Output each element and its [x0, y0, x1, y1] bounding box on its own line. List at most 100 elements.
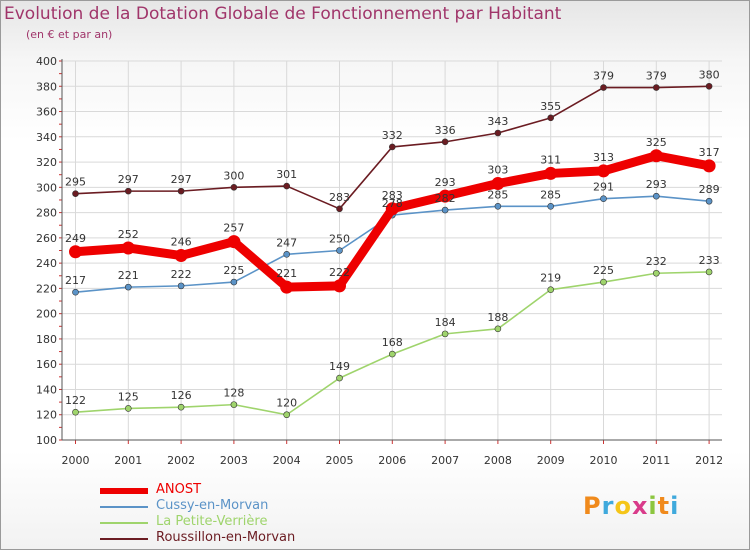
logo-letter: r: [601, 492, 615, 520]
data-label-cussy-en-morvan: 293: [646, 178, 667, 191]
x-tick-label: 2009: [537, 454, 565, 467]
data-point-anost: [649, 149, 663, 163]
data-label-cussy-en-morvan: 282: [435, 192, 456, 205]
data-point-cussy-en-morvan: [336, 247, 343, 254]
data-point-anost: [544, 166, 558, 180]
x-tick-label: 2012: [695, 454, 723, 467]
data-point-roussillon-en-morvan: [336, 205, 343, 213]
x-tick-label: 2005: [326, 454, 354, 467]
data-label-la-petite-verriere: 184: [435, 316, 456, 329]
data-label-anost: 313: [593, 151, 614, 164]
data-point-anost: [385, 202, 399, 216]
y-tick-label: 260: [36, 232, 57, 245]
data-point-cussy-en-morvan: [125, 283, 132, 291]
logo-letter: x: [631, 492, 649, 520]
data-label-la-petite-verriere: 232: [646, 255, 667, 268]
y-tick-label: 400: [36, 55, 57, 68]
legend-label: ANOST: [156, 482, 202, 497]
data-point-roussillon-en-morvan: [600, 84, 607, 91]
proxiti-logo: Proxiti: [583, 492, 679, 520]
x-tick-label: 2004: [273, 454, 301, 467]
data-label-la-petite-verriere: 188: [487, 311, 508, 324]
logo-letter: P: [583, 492, 602, 520]
data-point-la-petite-verriere: [336, 374, 343, 382]
data-label-cussy-en-morvan: 285: [487, 188, 508, 201]
y-tick-label: 360: [36, 106, 57, 119]
data-label-la-petite-verriere: 126: [171, 389, 192, 402]
data-label-anost: 311: [540, 153, 561, 166]
data-label-anost: 246: [171, 236, 192, 249]
data-point-la-petite-verriere: [125, 405, 132, 412]
data-label-la-petite-verriere: 122: [65, 394, 86, 407]
y-tick-label: 300: [36, 181, 57, 194]
x-tick-label: 2008: [484, 454, 512, 467]
y-tick-label: 140: [36, 383, 57, 396]
data-point-cussy-en-morvan: [494, 202, 502, 210]
data-label-anost: 325: [646, 136, 667, 149]
data-point-roussillon-en-morvan: [177, 187, 185, 195]
data-label-anost: 293: [435, 176, 456, 189]
y-tick-label: 220: [36, 282, 57, 295]
x-tick-labels: 2000 2001 2002 2003 2004 2005 2006 2007 2008 2009…: [62, 454, 724, 467]
data-point-cussy-en-morvan: [600, 195, 607, 203]
data-point-cussy-en-morvan: [441, 206, 449, 214]
data-label-roussillon-en-morvan: 297: [171, 173, 192, 186]
data-label-roussillon-en-morvan: 301: [276, 168, 297, 181]
data-label-roussillon-en-morvan: 295: [65, 176, 86, 189]
data-label-anost: 252: [118, 228, 139, 241]
y-tick-label: 380: [36, 80, 57, 93]
x-tick-label: 2007: [431, 454, 459, 467]
x-tick-label: 2010: [590, 454, 618, 467]
data-point-anost: [702, 159, 716, 173]
series-layer: [69, 82, 716, 419]
data-point-anost: [438, 189, 452, 203]
data-label-roussillon-en-morvan: 379: [646, 70, 667, 83]
data-point-la-petite-verriere: [600, 278, 607, 286]
data-point-cussy-en-morvan: [72, 288, 79, 296]
data-point-la-petite-verriere: [441, 330, 449, 338]
data-label-anost: 283: [382, 189, 403, 202]
y-tick-label: 240: [36, 257, 57, 270]
data-point-roussillon-en-morvan: [230, 184, 238, 191]
data-label-roussillon-en-morvan: 336: [435, 124, 456, 137]
data-label-anost: 249: [65, 232, 86, 245]
data-point-cussy-en-morvan: [177, 282, 185, 290]
data-label-cussy-en-morvan: 221: [118, 269, 139, 282]
data-point-la-petite-verriere: [652, 269, 660, 277]
data-label-anost: 257: [223, 222, 244, 235]
data-label-la-petite-verriere: 128: [223, 387, 244, 400]
chart-subtitle: (en € et par an): [26, 28, 113, 41]
data-label-roussillon-en-morvan: 355: [540, 100, 561, 113]
data-point-anost: [597, 164, 610, 178]
x-tick-label: 2011: [642, 454, 670, 467]
data-point-roussillon-en-morvan: [494, 129, 502, 137]
data-point-cussy-en-morvan: [283, 250, 291, 258]
x-tick-label: 2006: [378, 454, 406, 467]
y-tick-labels: 100 120 140 160 180 200 220 240 260 280 300 320 340 3…: [36, 55, 57, 447]
data-label-roussillon-en-morvan: 379: [593, 70, 614, 83]
data-label-roussillon-en-morvan: 380: [699, 68, 720, 81]
y-tick-label: 160: [36, 358, 57, 371]
data-point-anost: [174, 249, 188, 263]
data-label-cussy-en-morvan: 250: [329, 233, 350, 246]
data-point-anost: [491, 177, 505, 191]
data-label-la-petite-verriere: 233: [699, 254, 720, 267]
data-point-roussillon-en-morvan: [72, 190, 79, 197]
data-label-roussillon-en-morvan: 297: [118, 173, 139, 186]
y-tick-label: 320: [36, 156, 57, 169]
legend-swatch: [100, 488, 148, 494]
data-point-la-petite-verriere: [283, 411, 291, 419]
y-tick-label: 280: [36, 207, 57, 220]
x-tick-label: 2000: [62, 454, 90, 467]
x-tick-label: 2001: [114, 454, 142, 467]
grid: [62, 60, 722, 441]
data-label-cussy-en-morvan: 278: [382, 197, 403, 210]
data-label-la-petite-verriere: 125: [118, 390, 139, 403]
data-label-roussillon-en-morvan: 343: [487, 115, 508, 128]
y-tick-label: 340: [36, 131, 57, 144]
data-point-la-petite-verriere: [177, 403, 185, 411]
data-point-anost: [227, 235, 241, 249]
y-tick-label: 180: [36, 333, 57, 346]
logo-letter: i: [648, 492, 658, 520]
